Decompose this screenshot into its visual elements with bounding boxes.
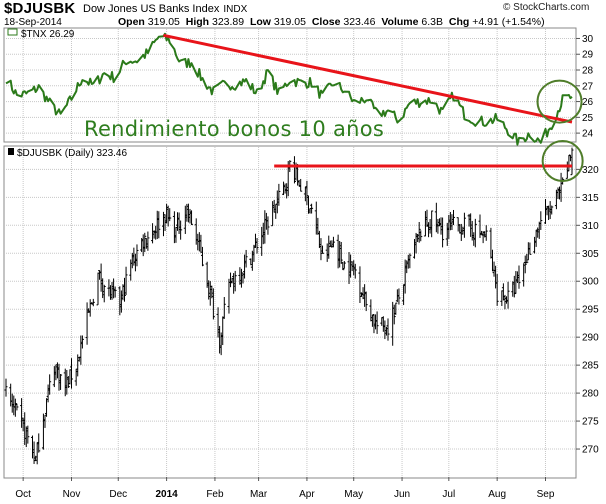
close-value: 323.46 <box>343 16 376 28</box>
quote-bar: Open 319.05 High 323.89 Low 319.05 Close… <box>118 16 545 28</box>
tnx-y-tick-label: 26 <box>582 97 594 108</box>
chart-annotation-text: Rendimiento bonos 10 años <box>84 117 385 141</box>
low-label: Low <box>249 16 271 28</box>
tnx-y-tick-label: 24 <box>582 129 594 140</box>
stockcharts-watermark: © StockCharts.com <box>503 2 590 13</box>
x-tick-label: 2014 <box>155 489 178 500</box>
x-tick-label: Nov <box>63 489 81 500</box>
price-highlight-circle <box>541 139 584 182</box>
price-y-tick-label: 305 <box>582 249 599 260</box>
x-tick-label: Jun <box>394 489 410 500</box>
price-legend: $DJUSBK (Daily) 323.46 <box>8 148 127 159</box>
volume-value: 6.3B <box>421 16 444 28</box>
price-y-tick-label: 290 <box>582 333 599 344</box>
price-panel-frame <box>3 145 577 479</box>
price-legend-label: $DJUSBK (Daily) 323.46 <box>17 148 127 159</box>
change-label: Chg <box>448 16 470 28</box>
open-label: Open <box>118 16 145 28</box>
price-panel: 270 275 280 285 290 295 300 305 310 315 320 $DJUSB… <box>3 139 599 479</box>
price-y-tick-label: 280 <box>582 389 599 400</box>
x-axis: Oct Nov Dec 2014 Feb Mar Apr May Jun Jul Aug Sep <box>15 477 555 500</box>
volume-label: Volume <box>381 16 419 28</box>
price-y-tick-label: 295 <box>582 305 599 316</box>
tnx-downtrend-line <box>163 33 573 124</box>
chart-date: 18-Sep-2014 <box>4 17 62 28</box>
tnx-y-axis: 24 25 26 27 28 29 30 <box>576 34 594 140</box>
price-y-tick-label: 315 <box>582 193 599 204</box>
price-y-tick-label: 310 <box>582 221 599 232</box>
x-tick-label: Aug <box>488 489 506 500</box>
price-y-tick-label: 275 <box>582 417 599 428</box>
x-tick-label: Mar <box>250 489 268 500</box>
tnx-legend-swatch <box>7 28 18 36</box>
tnx-y-tick-label: 27 <box>582 81 594 92</box>
price-y-tick-label: 300 <box>582 277 599 288</box>
tnx-legend-label: $TNX 26.29 <box>21 29 75 40</box>
x-tick-label: Oct <box>15 489 31 500</box>
high-label: High <box>185 16 210 28</box>
x-tick-label: Dec <box>109 489 127 500</box>
price-y-tick-label: 270 <box>582 445 599 456</box>
tnx-panel-frame <box>3 27 577 143</box>
low-value: 319.05 <box>273 16 306 28</box>
tnx-y-tick-label: 28 <box>582 66 594 77</box>
chart-symbol: $DJUSBK <box>4 0 76 17</box>
chart-full-name: Dow Jones US Banks Index INDX <box>83 3 247 15</box>
tnx-series-line <box>5 32 573 146</box>
price-ohlc-bars <box>4 147 574 465</box>
change-value: +4.91 (+1.54%) <box>472 16 545 28</box>
tnx-highlight-circle <box>536 79 583 124</box>
tnx-y-tick-label: 29 <box>582 50 594 61</box>
x-tick-label: Jul <box>442 489 455 500</box>
price-legend-swatch <box>8 148 14 155</box>
open-value: 319.05 <box>147 16 180 28</box>
price-y-axis: 270 275 280 285 290 295 300 305 310 315 320 <box>576 165 599 456</box>
price-grid <box>6 147 576 477</box>
x-tick-label: Apr <box>299 489 315 500</box>
x-tick-label: May <box>344 489 363 500</box>
close-label: Close <box>311 16 341 28</box>
security-name: Dow Jones US Banks Index <box>83 3 220 15</box>
tnx-y-tick-label: 30 <box>582 34 594 45</box>
exchange-code: INDX <box>223 4 248 15</box>
price-y-tick-label: 320 <box>582 165 599 176</box>
x-tick-label: Feb <box>206 489 224 500</box>
x-tick-label: Sep <box>537 489 555 500</box>
tnx-panel: 24 25 26 27 28 29 30 $TNX 26.29 <box>3 27 594 146</box>
price-y-tick-label: 285 <box>582 361 599 372</box>
tnx-legend: $TNX 26.29 <box>7 28 75 40</box>
tnx-y-tick-label: 25 <box>582 113 594 124</box>
high-value: 323.89 <box>211 16 245 28</box>
